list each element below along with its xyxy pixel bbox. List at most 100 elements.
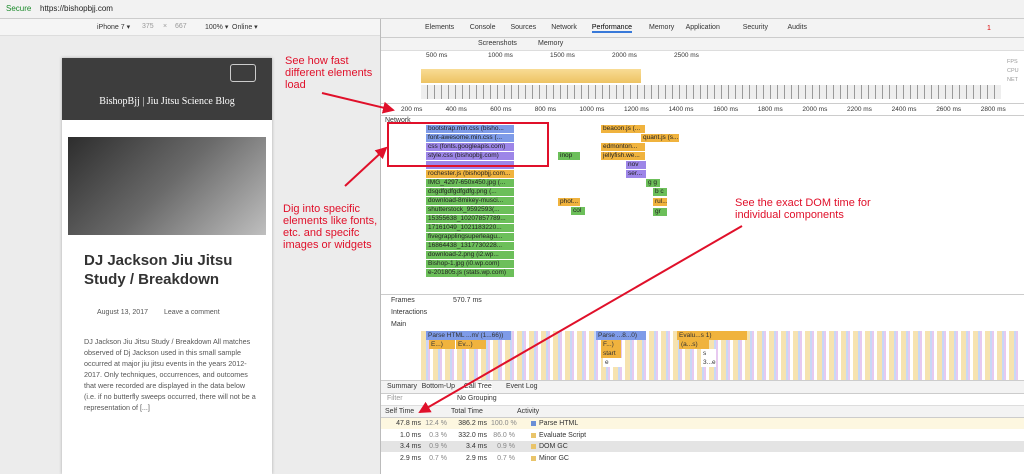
request-bar[interactable]: dsgdfgdfgdfgdfg.png (... bbox=[426, 188, 514, 196]
bottom-tab[interactable]: Call Tree bbox=[463, 383, 492, 390]
zoom-select[interactable]: 100% ▾ bbox=[205, 24, 229, 31]
request-bar[interactable]: phot... bbox=[558, 198, 580, 206]
request-bar[interactable]: quant.js (s... bbox=[641, 134, 679, 142]
devtools: Elements Console Sources Network Performance… bbox=[380, 19, 1024, 474]
table-row[interactable]: 1.0 ms 0.3 % 332.0 ms 86.0 % Evaluate Script bbox=[381, 429, 1024, 441]
bottom-tab[interactable]: Summary bbox=[387, 383, 417, 390]
ruler-tick-label: 1400 ms bbox=[668, 106, 694, 113]
table-cell: 0.7 % bbox=[429, 454, 447, 462]
bottom-tabs: Summary Bottom-Up Call Tree Event Log bbox=[381, 380, 1024, 394]
flame-entry[interactable]: Evalu...s 1) bbox=[677, 331, 747, 340]
request-bar[interactable]: gr bbox=[653, 208, 667, 216]
devtools-tabs: Elements Console Sources Network Performance… bbox=[381, 19, 1024, 38]
devtools-tab[interactable]: Console bbox=[469, 24, 496, 31]
request-bar[interactable]: style.css (bishopbjj.com) bbox=[426, 152, 514, 160]
activity-icon bbox=[531, 455, 536, 461]
flame-entry[interactable]: Ev...) bbox=[456, 340, 486, 349]
flame-entry[interactable]: (a...s) bbox=[679, 340, 709, 349]
request-bar[interactable]: download-2.png (i2.wp... bbox=[426, 251, 514, 259]
request-bar[interactable]: fivegrapplingsuperleagu... bbox=[426, 233, 514, 241]
request-bar[interactable]: font-awesome.min.css (... bbox=[426, 134, 514, 142]
request-bar[interactable]: b c bbox=[653, 188, 667, 196]
perf-toolbar: Screenshots Memory bbox=[381, 38, 1024, 51]
devtools-tab[interactable]: Application bbox=[685, 24, 720, 31]
column-header[interactable]: Activity bbox=[517, 408, 540, 415]
ruler-tick-label: 400 ms bbox=[445, 106, 467, 113]
flame-entry[interactable]: E...) bbox=[429, 340, 455, 349]
url[interactable]: https://bishopbjj.com bbox=[40, 4, 113, 13]
request-bar[interactable]: col bbox=[571, 207, 585, 215]
request-bar[interactable]: rochester.js (bishopbjj.com... bbox=[426, 170, 514, 178]
table-cell: 0.7 % bbox=[497, 454, 515, 462]
error-count[interactable]: 1 bbox=[987, 25, 991, 32]
devtools-tab[interactable]: Performance bbox=[591, 24, 632, 33]
phone-page: BishopBjj | Jiu Jitsu Science Blog DJ Ja… bbox=[62, 58, 272, 474]
column-header[interactable]: Total Time bbox=[451, 408, 483, 415]
devtools-tab[interactable]: Security bbox=[742, 24, 768, 31]
main-label[interactable]: Main bbox=[391, 321, 407, 328]
interactions-label[interactable]: Interactions bbox=[391, 309, 428, 316]
ruler-tick-label: 600 ms bbox=[490, 106, 512, 113]
width-field[interactable]: 375 bbox=[142, 23, 154, 30]
table-cell: 386.2 ms bbox=[458, 420, 487, 427]
request-bar[interactable]: IMG_4297-650x450.jpg (... bbox=[426, 179, 514, 187]
devtools-tab[interactable]: Network bbox=[551, 24, 577, 31]
column-header[interactable]: Self Time bbox=[385, 408, 415, 415]
request-bar[interactable]: edmonton... bbox=[601, 143, 645, 151]
flame-entry[interactable]: 3...e bbox=[701, 358, 716, 367]
flame-entry[interactable]: start bbox=[601, 349, 621, 358]
memory-checkbox[interactable]: Memory bbox=[538, 40, 564, 47]
device-select[interactable]: iPhone 7 ▾ bbox=[97, 24, 131, 31]
request-bar[interactable]: 15355638_10207857789... bbox=[426, 215, 514, 223]
browser-bar: Secure https://bishopbjj.com bbox=[0, 0, 1024, 19]
devtools-tab[interactable]: Audits bbox=[787, 24, 807, 31]
flame-entry[interactable]: e bbox=[603, 358, 623, 367]
bottom-tab[interactable]: Event Log bbox=[506, 383, 538, 390]
network-label[interactable]: Network bbox=[385, 117, 411, 124]
ruler-tick-label: 1600 ms bbox=[713, 106, 739, 113]
flame-entry[interactable]: F...) bbox=[601, 340, 621, 349]
flame-entry[interactable]: Parse ...8...0) bbox=[596, 331, 646, 340]
devtools-tab[interactable]: Elements bbox=[425, 24, 455, 31]
request-bar[interactable]: ser... bbox=[626, 170, 646, 178]
request-bar[interactable]: Bishop-1.jpg (i0.wp.com) bbox=[426, 260, 514, 268]
cpu-area bbox=[421, 69, 641, 83]
devtools-tab[interactable]: Memory bbox=[649, 24, 675, 31]
overview-tick-label: 2000 ms bbox=[612, 52, 637, 59]
bottom-tab[interactable]: Bottom-Up bbox=[421, 383, 456, 390]
request-bar[interactable]: 16864438_1317730228... bbox=[426, 242, 514, 250]
flame-entry[interactable]: s bbox=[701, 349, 716, 358]
request-bar[interactable]: 17161049_1021183220... bbox=[426, 224, 514, 232]
table-row[interactable]: 3.4 ms 0.9 % 3.4 ms 0.9 % DOM GC bbox=[381, 441, 1024, 452]
network-select[interactable]: Online ▾ bbox=[232, 24, 258, 31]
request-bar[interactable]: nov bbox=[626, 161, 646, 169]
site-header: BishopBjj | Jiu Jitsu Science Blog bbox=[62, 58, 272, 120]
flame-entry[interactable]: Parse HTML ...m/ (1...66)) bbox=[426, 331, 511, 340]
filter-input[interactable]: Filter bbox=[387, 395, 403, 402]
request-bar[interactable]: jellyfish.we... bbox=[601, 152, 645, 160]
request-bar[interactable]: inop bbox=[558, 152, 580, 160]
request-bar[interactable]: rul... bbox=[653, 198, 667, 206]
table-cell: 1.0 ms bbox=[399, 431, 421, 439]
devtools-tab[interactable]: Sources bbox=[510, 24, 537, 31]
request-bar[interactable]: e-201805.js (stats.wp.com) bbox=[426, 269, 514, 277]
overview-lane-label: CPU bbox=[1007, 68, 1019, 74]
height-field[interactable]: 667 bbox=[175, 23, 187, 30]
request-bar[interactable]: beacon.js (... bbox=[601, 125, 645, 133]
comments-link[interactable]: Leave a comment bbox=[164, 309, 220, 316]
frames-label[interactable]: Frames bbox=[391, 297, 415, 304]
request-bar[interactable]: g g bbox=[646, 179, 660, 187]
grouping-select[interactable]: No Grouping bbox=[457, 395, 497, 402]
overview-tick-label: 1500 ms bbox=[550, 52, 575, 59]
ruler-tick-label: 1000 ms bbox=[579, 106, 605, 113]
request-bar[interactable]: css (fonts.googleapis.com) bbox=[426, 143, 514, 151]
request-bar[interactable]: shutterstock_9592593(... bbox=[426, 206, 514, 214]
request-bar[interactable]: bootstrap.min.css (bisho... bbox=[426, 125, 514, 133]
table-row[interactable]: 47.8 ms 12.4 % 386.2 ms 100.0 % Parse HTML bbox=[381, 418, 1024, 429]
tracks: Frames 570.7 ms Interactions Main Parse … bbox=[381, 295, 1024, 383]
request-bar[interactable]: download-8mikey-musci... bbox=[426, 197, 514, 205]
screenshots-checkbox[interactable]: Screenshots bbox=[478, 40, 517, 47]
menu-button[interactable] bbox=[230, 64, 256, 82]
table-row[interactable]: 2.9 ms 0.7 % 2.9 ms 0.7 % Minor GC bbox=[381, 452, 1024, 464]
ruler-tick-label: 2400 ms bbox=[891, 106, 917, 113]
